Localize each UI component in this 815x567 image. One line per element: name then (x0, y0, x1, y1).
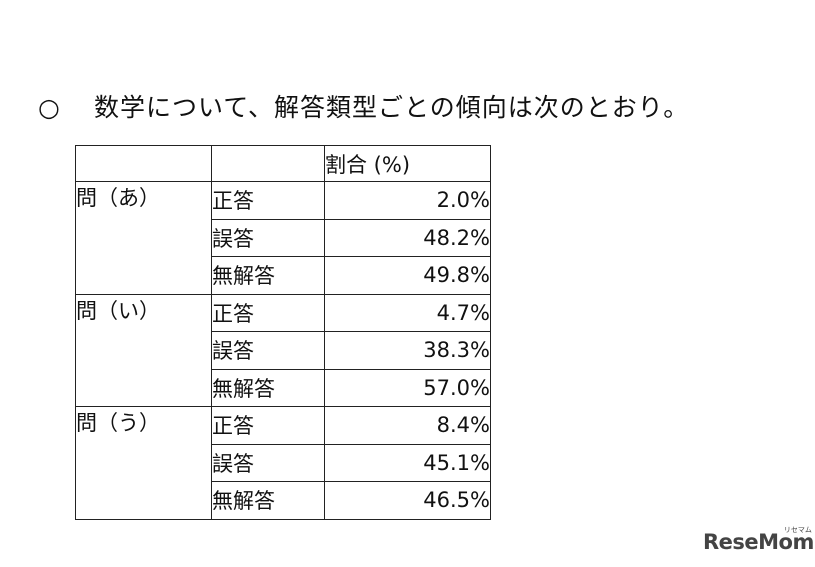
answer-type: 誤答 (211, 331, 325, 370)
ratio-value: 48.2% (324, 218, 491, 257)
header-cell-question (75, 145, 212, 182)
table-row: 問（い） 正答 4.7% (75, 293, 491, 407)
answer-type: 正答 (211, 293, 325, 332)
question-label: 問（あ） (75, 181, 212, 295)
logo-small-text: リセマム (783, 526, 812, 534)
heading: ○ 数学について、解答類型ごとの傾向は次のとおり。 (38, 88, 689, 124)
bullet-circle-icon: ○ (38, 93, 61, 122)
table-row: 問（あ） 正答 2.0% (75, 181, 491, 295)
table-row: 誤答 48.2% (76, 218, 491, 257)
table-header-row: 割合 (%) (75, 145, 491, 182)
ratio-value: 2.0% (324, 181, 491, 220)
question-label: 問（い） (75, 293, 212, 407)
header-cell-type (211, 145, 325, 182)
ratio-value: 8.4% (324, 406, 491, 445)
table-row: 誤答 45.1% (76, 443, 491, 482)
logo-text: ReseMom (703, 530, 814, 554)
answer-type: 無解答 (211, 481, 325, 520)
ratio-value: 49.8% (324, 256, 491, 295)
answer-type: 無解答 (211, 256, 325, 295)
ratio-value: 38.3% (324, 331, 491, 370)
ratio-value: 4.7% (324, 293, 491, 332)
table-row: 問（う） 正答 8.4% (75, 406, 491, 520)
ratio-value: 57.0% (324, 368, 491, 407)
results-table: 割合 (%) 問（あ） 正答 2.0% 誤答 48.2% 無解答 49.8% 問… (75, 145, 491, 520)
question-label: 問（う） (75, 406, 212, 520)
resemom-logo: ReseMom リセマム (703, 526, 814, 554)
heading-text: 数学について、解答類型ごとの傾向は次のとおり。 (94, 93, 690, 122)
table-row: 無解答 46.5% (76, 481, 491, 520)
answer-type: 無解答 (211, 368, 325, 407)
ratio-value: 45.1% (324, 443, 491, 482)
answer-type: 誤答 (211, 218, 325, 257)
answer-type: 正答 (211, 181, 325, 220)
ratio-value: 46.5% (324, 481, 491, 520)
header-cell-ratio: 割合 (%) (324, 145, 491, 182)
answer-type: 誤答 (211, 443, 325, 482)
answer-type: 正答 (211, 406, 325, 445)
